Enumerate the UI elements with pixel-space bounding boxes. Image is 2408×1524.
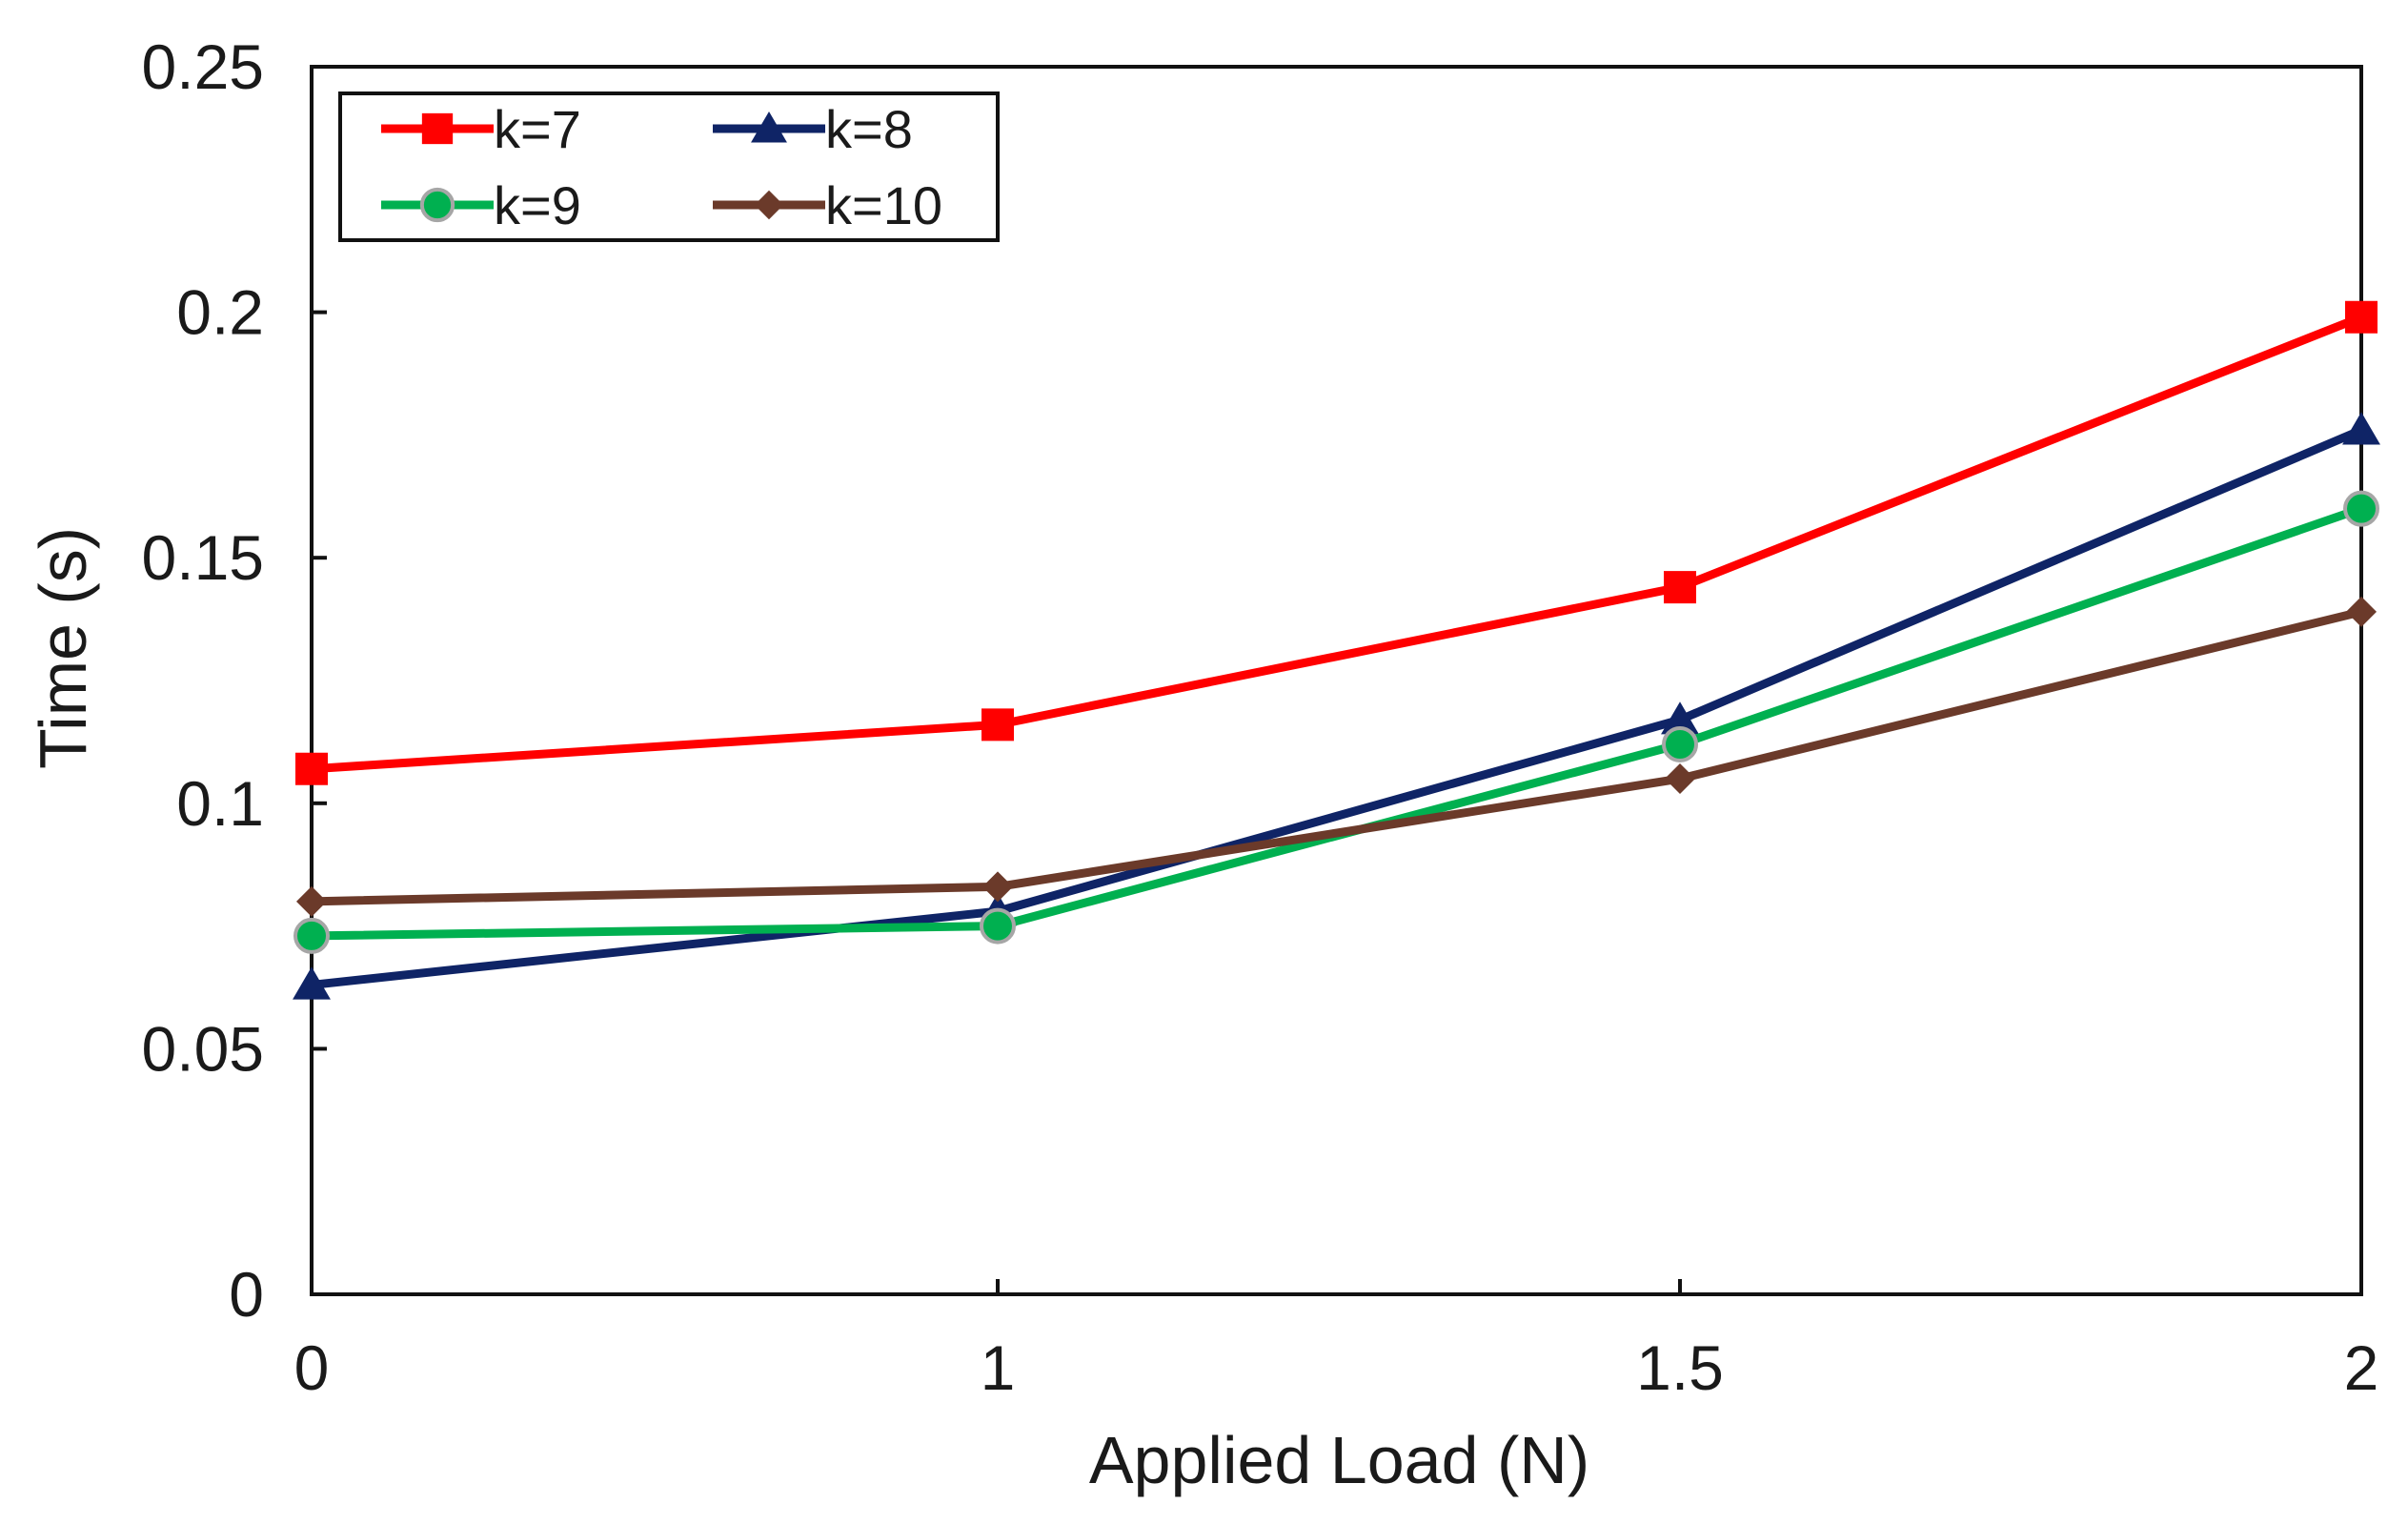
x-axis-title: Applied Load (N) xyxy=(1089,1423,1589,1497)
data-point-marker xyxy=(296,885,327,917)
legend-entry: k=10 xyxy=(713,175,942,235)
data-point-marker xyxy=(1664,571,1696,604)
y-tick-label: 0.15 xyxy=(142,522,264,593)
data-point-marker xyxy=(751,111,787,143)
y-tick-label: 0.05 xyxy=(142,1013,264,1084)
series-k-10 xyxy=(296,596,2377,917)
series-line xyxy=(311,607,2363,906)
x-tick-label: 1.5 xyxy=(1636,1332,1724,1403)
data-point-marker xyxy=(1662,725,1698,762)
x-tick-label: 0 xyxy=(294,1332,330,1403)
plot-area xyxy=(310,65,2363,1296)
series-group xyxy=(293,300,2380,1000)
legend-label: k=9 xyxy=(494,175,581,235)
y-tick-label: 0 xyxy=(229,1259,264,1330)
y-tick-label: 0.1 xyxy=(176,768,264,839)
series-k-7 xyxy=(295,300,2378,785)
data-point-marker xyxy=(1665,763,1695,795)
legend-entry: k=8 xyxy=(713,99,913,159)
data-point-marker xyxy=(2343,490,2379,527)
series-line xyxy=(311,313,2363,774)
y-tick-label: 0.2 xyxy=(176,277,264,348)
data-point-marker xyxy=(293,966,331,1000)
data-point-marker xyxy=(421,112,454,145)
series-k-8 xyxy=(293,412,2380,1000)
y-tick-label: 0.25 xyxy=(142,31,264,102)
legend-label: k=8 xyxy=(825,99,913,159)
legend: k=7 k=8 k=9 k=10 xyxy=(338,91,1000,242)
data-point-marker xyxy=(295,752,328,785)
x-tick-label: 1 xyxy=(981,1332,1016,1403)
legend-entry: k=9 xyxy=(381,175,581,235)
series-line xyxy=(311,426,2363,989)
series-k-9 xyxy=(293,490,2379,954)
data-point-marker xyxy=(982,871,1013,903)
legend-label: k=10 xyxy=(825,175,942,235)
data-point-marker xyxy=(419,187,455,223)
data-point-marker xyxy=(293,917,330,954)
plot-frame xyxy=(310,65,2363,1296)
data-point-marker xyxy=(754,190,784,220)
data-point-marker xyxy=(980,907,1016,945)
data-point-marker xyxy=(2342,412,2380,445)
legend-entry: k=7 xyxy=(381,99,581,159)
series-line xyxy=(311,504,2363,941)
data-point-marker xyxy=(2346,596,2377,627)
data-point-marker xyxy=(981,708,1014,742)
legend-label: k=7 xyxy=(494,99,581,159)
axes: 0 0.05 0.1 0.15 0.2 0.25 0 1 1.5 2 xyxy=(142,31,2379,1403)
data-point-marker xyxy=(1661,701,1699,735)
x-tick-label: 2 xyxy=(2344,1332,2379,1403)
y-axis-title: Time (s) xyxy=(26,527,100,769)
data-point-marker xyxy=(2345,300,2378,334)
